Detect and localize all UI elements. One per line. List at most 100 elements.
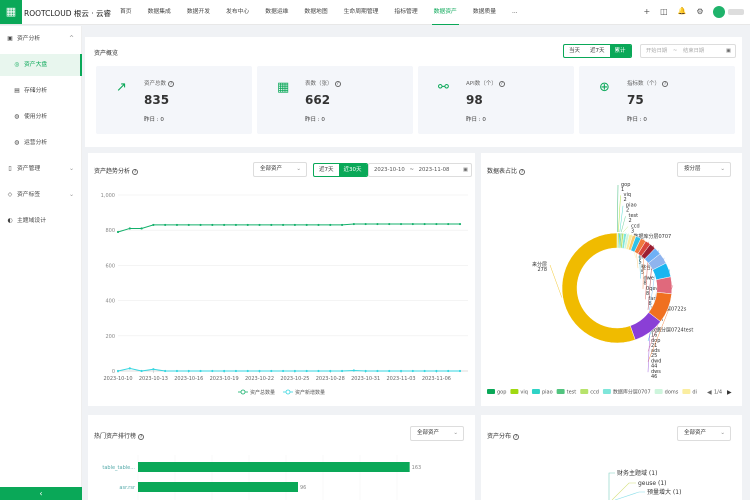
data-point[interactable] [293, 369, 296, 373]
legend-swatch[interactable] [654, 389, 663, 394]
data-point[interactable] [305, 369, 308, 373]
legend-swatch[interactable] [602, 389, 611, 394]
data-point[interactable] [175, 223, 179, 227]
range-option[interactable]: 近7天 [319, 167, 334, 173]
distribution-asset-select[interactable]: 全部资产 ⌄ [677, 426, 731, 441]
data-point[interactable] [411, 222, 414, 226]
end-date-input[interactable]: 结束日期 [683, 48, 705, 54]
nav-item[interactable]: 数据集成 [147, 9, 171, 15]
sidebar-item[interactable]: ◍ 运营分析 [0, 132, 82, 154]
nav-item[interactable]: ... [512, 9, 518, 15]
trend-end-date[interactable]: 2023-11-08 [418, 167, 450, 173]
data-point[interactable] [317, 369, 320, 373]
legend-label[interactable]: ccd [590, 390, 599, 396]
help-icon[interactable]: ? [519, 168, 526, 175]
nav-item[interactable]: 发布中心 [226, 9, 250, 15]
help-icon[interactable]: ? [334, 80, 341, 87]
sidebar-item[interactable]: ◎ 资产大盘 [0, 54, 82, 76]
username[interactable] [728, 9, 744, 15]
data-point[interactable] [423, 369, 426, 373]
help-icon[interactable]: ? [498, 80, 505, 87]
sidebar-item[interactable]: ◍ 使用分析 [0, 106, 82, 128]
data-point[interactable] [435, 222, 438, 226]
book-icon[interactable]: ◫ [660, 7, 668, 16]
data-point[interactable] [423, 222, 426, 226]
range-option[interactable]: 近30天 [338, 164, 367, 176]
data-point[interactable] [211, 223, 214, 227]
data-point[interactable] [116, 230, 120, 234]
legend-label[interactable]: viq [520, 390, 528, 396]
trend-asset-select[interactable]: 全部资产 ⌄ [253, 162, 307, 177]
data-point[interactable] [140, 369, 143, 373]
data-point[interactable] [399, 369, 403, 373]
range-option[interactable]: 近7天 [590, 48, 605, 54]
app-grid-icon[interactable]: ▦ [0, 0, 22, 24]
data-point[interactable] [376, 222, 379, 226]
bar-category-label[interactable]: asr.rsr [119, 485, 136, 491]
legend-swatch[interactable] [487, 389, 495, 394]
data-point[interactable] [223, 369, 226, 373]
legend-label[interactable]: test [567, 390, 577, 396]
sidebar-item[interactable]: ◐ 主题域设计 [0, 210, 82, 232]
help-icon[interactable]: ? [132, 168, 139, 175]
data-point[interactable] [340, 223, 344, 227]
bar-category-label[interactable]: table_table... [102, 465, 135, 471]
data-point[interactable] [246, 369, 249, 373]
nav-item[interactable]: 数据地图 [304, 9, 328, 15]
sidebar-item[interactable]: ▣ 资产分析 ^ [0, 28, 82, 50]
data-point[interactable] [376, 369, 379, 373]
help-icon[interactable]: ? [662, 80, 669, 87]
data-point[interactable] [364, 222, 367, 226]
nav-item[interactable]: 首页 [120, 9, 132, 15]
plus-icon[interactable]: + [643, 7, 651, 16]
data-point[interactable] [246, 223, 249, 227]
data-point[interactable] [128, 367, 131, 370]
overview-date-range[interactable]: 开始日期 ~ 结束日期 ▣ [640, 44, 736, 58]
nav-item[interactable]: 数据资产 [426, 0, 465, 25]
legend-label[interactable]: piao [542, 390, 553, 396]
layer-select[interactable]: 按分层 ⌄ [677, 162, 731, 177]
legend-label[interactable]: 资产新增数量 [295, 389, 325, 396]
collapse-sidebar-button[interactable]: ‹ [0, 487, 82, 500]
settings-icon[interactable]: ⚙ [696, 7, 704, 16]
legend-swatch[interactable] [510, 389, 519, 394]
data-point[interactable] [164, 223, 167, 227]
help-icon[interactable]: ? [168, 80, 175, 87]
legend-label[interactable]: doms [665, 390, 679, 396]
data-point[interactable] [270, 369, 273, 373]
data-point[interactable] [329, 369, 332, 373]
data-point[interactable] [352, 222, 355, 226]
data-point[interactable] [258, 223, 261, 227]
data-point[interactable] [317, 223, 320, 227]
bar[interactable] [138, 482, 298, 492]
legend-swatch[interactable] [556, 389, 565, 394]
start-date-input[interactable]: 开始日期 [646, 48, 668, 54]
legend-next-icon[interactable]: ▶ [727, 389, 732, 396]
nav-item[interactable]: 指标管理 [394, 9, 418, 15]
legend-swatch[interactable] [580, 389, 589, 394]
data-point[interactable] [411, 369, 414, 373]
avatar[interactable] [713, 6, 725, 18]
data-point[interactable] [152, 223, 155, 227]
data-point[interactable] [399, 222, 403, 226]
range-option[interactable]: 当天 [569, 48, 581, 54]
data-point[interactable] [282, 223, 285, 227]
data-point[interactable] [199, 369, 202, 373]
data-point[interactable] [164, 369, 167, 373]
data-point[interactable] [329, 223, 332, 227]
data-point[interactable] [223, 223, 226, 227]
data-point[interactable] [447, 222, 450, 226]
legend-label[interactable]: 数据库分层0707 [613, 389, 651, 396]
legend-swatch[interactable] [682, 389, 691, 394]
data-point[interactable] [140, 227, 143, 230]
data-point[interactable] [270, 223, 273, 227]
nav-item[interactable]: 数据运维 [265, 9, 289, 15]
data-point[interactable] [340, 369, 344, 373]
data-point[interactable] [458, 369, 462, 373]
legend-label[interactable]: di [692, 390, 697, 396]
bar[interactable] [138, 462, 410, 472]
help-icon[interactable]: ? [513, 433, 520, 440]
data-point[interactable] [388, 369, 391, 373]
sidebar-item[interactable]: ▯ 资产管理 ⌄ [0, 158, 82, 180]
data-point[interactable] [258, 369, 261, 373]
